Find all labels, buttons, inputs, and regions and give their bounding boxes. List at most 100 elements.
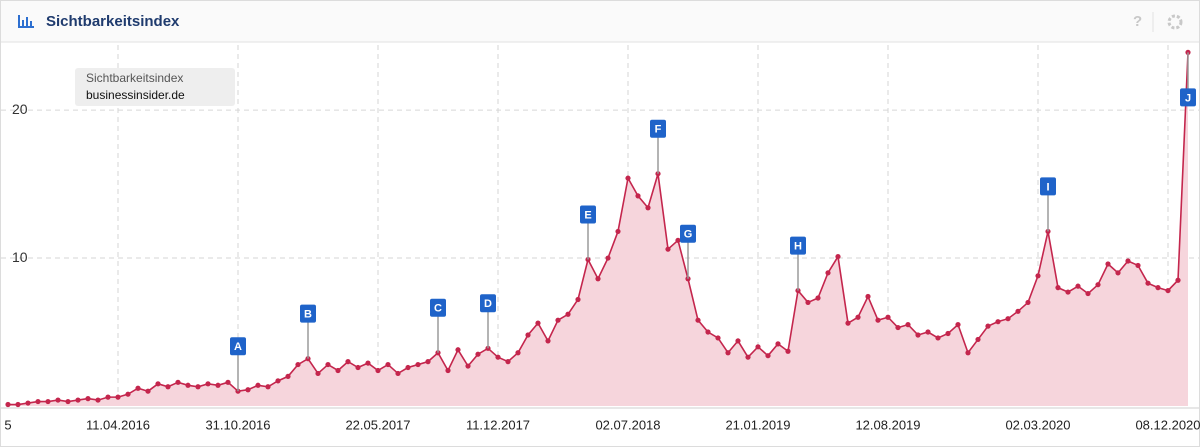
point	[1015, 308, 1021, 314]
x-tick-label: 02.07.2018	[595, 417, 660, 432]
x-tick-label: 08.12.2020	[1135, 417, 1200, 432]
settings-icon[interactable]	[1167, 14, 1183, 30]
point	[815, 295, 821, 301]
annotation-label: F	[655, 124, 662, 136]
annotation-flag	[230, 337, 246, 356]
point	[1155, 285, 1161, 291]
point	[675, 237, 681, 243]
annotation-label: J	[1185, 92, 1191, 104]
point	[925, 329, 931, 335]
point	[325, 361, 331, 368]
point	[5, 401, 11, 408]
point	[1065, 289, 1071, 295]
point	[735, 338, 741, 344]
point	[995, 319, 1001, 325]
point	[1075, 283, 1081, 289]
point	[355, 364, 361, 371]
point	[865, 293, 871, 300]
point	[845, 320, 851, 326]
point	[725, 350, 731, 356]
point	[785, 348, 791, 354]
point	[975, 336, 981, 343]
point	[615, 228, 621, 235]
point	[85, 396, 91, 402]
annotation-flag	[650, 119, 666, 138]
point	[505, 359, 511, 365]
point	[895, 324, 901, 331]
plot: 10 20 5 11.04.2016 31.10.2016 22.05.2017 11.12…	[1, 45, 1200, 432]
point	[245, 387, 251, 393]
x-tick-label: 21.01.2019	[725, 417, 790, 432]
point	[805, 299, 811, 306]
annotation-flag	[1040, 177, 1056, 196]
annotation-label: H	[794, 241, 802, 253]
annotation-label: G	[684, 229, 693, 241]
point	[275, 378, 281, 384]
annotation-flag	[680, 224, 696, 243]
point	[875, 317, 881, 323]
point	[695, 317, 701, 323]
point	[635, 193, 641, 199]
x-tick-label: 22.05.2017	[345, 417, 410, 432]
x-tick-label: 5	[4, 417, 11, 432]
point	[1115, 270, 1121, 276]
point	[915, 332, 921, 338]
annotation-label: E	[584, 209, 591, 221]
point	[1025, 299, 1031, 306]
point	[605, 255, 611, 261]
point	[1035, 273, 1041, 279]
point	[255, 382, 261, 388]
annotation-label: D	[484, 298, 492, 310]
x-tick-label: 12.08.2019	[855, 417, 920, 432]
point	[1005, 316, 1011, 322]
point	[75, 397, 81, 403]
point	[575, 296, 581, 303]
help-icon[interactable]: ?	[1133, 13, 1142, 30]
point	[425, 359, 431, 365]
legend-entry: businessinsider.de	[86, 88, 185, 102]
point	[415, 361, 421, 368]
point	[265, 384, 271, 390]
point	[1055, 285, 1061, 291]
area	[8, 52, 1188, 406]
annotation-flag	[1180, 88, 1196, 107]
point	[405, 364, 411, 371]
x-tick-label: 11.04.2016	[86, 417, 150, 432]
annotation-flag	[480, 294, 496, 313]
point	[745, 354, 751, 360]
point	[965, 350, 971, 356]
point	[855, 314, 861, 320]
annotation-label: I	[1046, 181, 1049, 193]
annotation-flag	[580, 205, 596, 224]
point	[25, 400, 31, 406]
point	[525, 332, 531, 338]
point	[365, 360, 371, 366]
point	[1145, 280, 1151, 286]
point	[375, 367, 381, 374]
point	[95, 397, 101, 403]
annotation-label: B	[304, 309, 312, 321]
x-tick-label: 11.12.2017	[466, 417, 530, 432]
point	[15, 401, 21, 408]
point	[955, 322, 961, 328]
point	[945, 330, 951, 337]
point	[595, 276, 601, 282]
point	[395, 370, 401, 377]
point	[215, 382, 221, 388]
point	[145, 388, 151, 394]
point	[135, 385, 141, 391]
point	[465, 363, 471, 369]
point	[295, 361, 301, 368]
header	[1, 1, 1199, 42]
x-tick-label: 02.03.2020	[1005, 417, 1070, 432]
chart-title: Sichtbarkeitsindex	[46, 13, 180, 30]
point	[335, 367, 341, 374]
point	[625, 175, 631, 181]
legend-title: Sichtbarkeitsindex	[86, 71, 183, 85]
annotation-flag	[790, 236, 806, 255]
point	[765, 353, 771, 359]
annotation-flag	[300, 304, 316, 323]
point	[175, 379, 181, 385]
point	[495, 354, 501, 360]
